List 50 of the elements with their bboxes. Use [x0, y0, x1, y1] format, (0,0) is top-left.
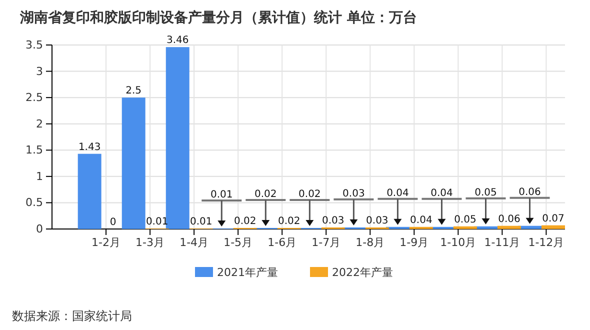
bar	[78, 154, 102, 229]
x-tick-label: 1-8月	[356, 236, 385, 249]
data-label: 0.05	[474, 187, 497, 198]
data-label: 0.04	[430, 188, 453, 199]
data-label: 0	[110, 217, 116, 228]
y-tick-label: 1	[36, 170, 43, 183]
data-label: 0.01	[210, 189, 233, 200]
x-tick-label: 1-4月	[180, 236, 209, 249]
data-label: 0.02	[234, 216, 256, 227]
data-label: 0.06	[498, 214, 520, 225]
x-tick-label: 1-5月	[224, 236, 253, 249]
data-label: 2.5	[126, 86, 142, 97]
data-label: 0.03	[342, 188, 365, 200]
y-tick-label: 3.5	[26, 38, 43, 52]
y-tick-label: 0.5	[26, 196, 43, 210]
data-label: 0.06	[518, 186, 541, 198]
x-tick-label: 1-7月	[312, 236, 341, 249]
bar	[453, 226, 477, 229]
data-label: 0.05	[454, 214, 476, 226]
y-tick-label: 2	[36, 117, 43, 130]
y-tick-label: 0	[36, 222, 43, 236]
y-tick-label: 3	[36, 64, 43, 78]
source-note: 数据来源：国家统计局	[12, 309, 132, 323]
bar	[122, 98, 146, 229]
y-tick-label: 1.5	[26, 144, 43, 157]
x-tick-label: 1-12月	[528, 236, 564, 249]
data-label: 0.03	[322, 215, 344, 226]
data-label: 0.04	[410, 214, 432, 226]
data-label: 3.46	[166, 35, 189, 46]
bar	[542, 225, 565, 229]
data-label: 1.43	[78, 142, 101, 153]
x-tick-label: 1-3月	[136, 236, 165, 249]
legend-label: 2021年产量	[217, 266, 278, 279]
data-label: 0.04	[386, 188, 409, 199]
data-label: 0.02	[298, 188, 321, 200]
data-label: 0.02	[254, 188, 277, 200]
x-tick-label: 1-10月	[440, 236, 476, 249]
x-tick-label: 1-2月	[92, 236, 120, 249]
x-tick-label: 1-11月	[484, 236, 520, 249]
legend-label: 2022年产量	[332, 266, 393, 279]
x-tick-label: 1-9月	[400, 236, 429, 249]
bar	[497, 226, 521, 229]
y-tick-label: 2.5	[26, 91, 43, 104]
bar	[166, 47, 190, 229]
data-label: 0.03	[366, 215, 388, 226]
data-label: 0.07	[542, 213, 564, 224]
data-label: 0.02	[278, 216, 300, 227]
chart-title: 湖南省复印和胶版印制设备产量分月（累计值）统计 单位：万台	[19, 9, 417, 26]
data-label: 0.01	[190, 216, 212, 228]
x-tick-label: 1-6月	[268, 236, 297, 249]
